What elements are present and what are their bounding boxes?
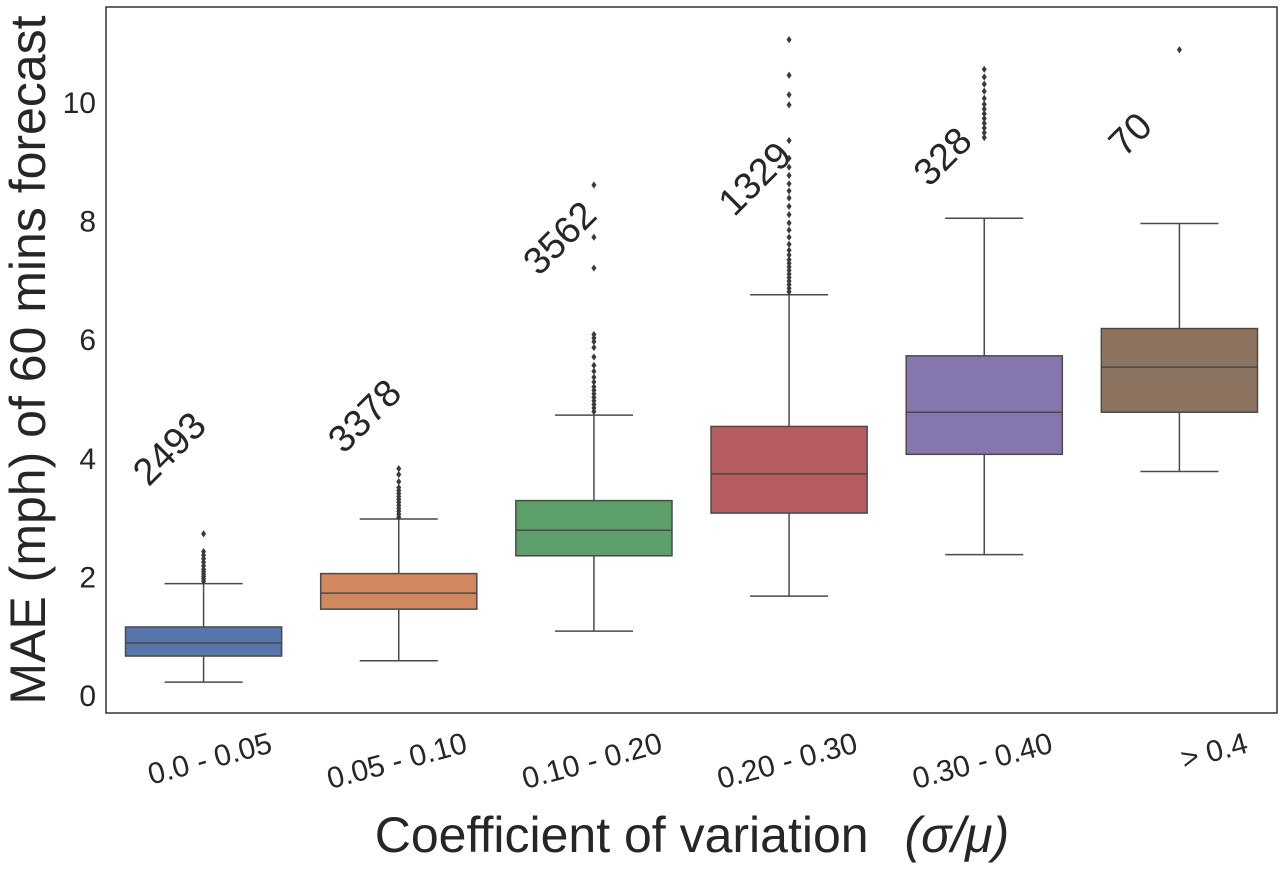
outlier-point — [786, 240, 792, 248]
outlier-point — [786, 251, 792, 259]
outlier-point — [786, 246, 792, 254]
outlier-point — [591, 330, 597, 339]
box-iqr — [515, 499, 673, 557]
outlier-point — [786, 219, 792, 227]
outlier-point — [786, 91, 792, 99]
y-tick-label: 0 — [79, 680, 96, 713]
x-axis-title-text: Coefficient of variation — [375, 807, 869, 863]
box-group-6 — [1100, 46, 1259, 473]
box-group-3 — [515, 181, 673, 632]
outlier-point — [591, 367, 597, 375]
outlier-point — [981, 119, 987, 127]
outlier-point — [591, 181, 597, 189]
outlier-point — [981, 73, 987, 81]
x-axis-title-math: (σ/μ) — [904, 807, 1009, 863]
outlier-point — [396, 464, 402, 473]
outlier-point — [591, 233, 597, 241]
box-iqr — [124, 626, 283, 657]
y-axis-title: MAE (mph) of 60 mins forecast — [0, 15, 56, 704]
x-tick-label: 0.05 - 0.10 — [323, 727, 470, 796]
x-tick-label: > 0.4 — [1177, 727, 1251, 776]
outlier-point — [786, 71, 792, 79]
box-iqr — [710, 425, 868, 514]
x-tick-label: 0.10 - 0.20 — [519, 727, 666, 796]
outlier-point — [981, 80, 987, 88]
outlier-point — [786, 202, 792, 210]
outlier-point — [591, 378, 597, 386]
outlier-point — [201, 548, 207, 556]
outlier-point — [981, 124, 987, 132]
outlier-point — [981, 65, 987, 73]
outlier-point — [786, 163, 792, 171]
outlier-point — [786, 154, 792, 162]
outlier-point — [786, 194, 792, 202]
outlier-point — [591, 373, 597, 381]
x-axis-title: Coefficient of variation (σ/μ) — [375, 807, 1009, 863]
outlier-point — [396, 470, 402, 479]
outlier-point — [786, 101, 792, 109]
box-iqr — [1100, 327, 1259, 413]
y-tick-label: 8 — [79, 206, 96, 239]
y-tick-label: 6 — [79, 324, 96, 357]
y-tick-label: 2 — [79, 562, 96, 595]
outlier-point — [1176, 46, 1182, 54]
box-iqr — [905, 355, 1064, 456]
box-group-4 — [710, 36, 868, 597]
outlier-point — [396, 483, 402, 492]
y-tick-label: 4 — [79, 443, 96, 476]
outlier-point — [786, 187, 792, 195]
outlier-point — [786, 36, 792, 44]
outlier-point — [786, 233, 792, 241]
outlier-point — [981, 94, 987, 102]
outlier-point — [591, 343, 597, 352]
x-tick-label: 0.20 - 0.30 — [714, 727, 861, 796]
outlier-point — [981, 110, 987, 118]
outlier-point — [786, 226, 792, 234]
box-group-5 — [905, 65, 1064, 556]
outlier-point — [981, 129, 987, 137]
outlier-point — [981, 133, 987, 142]
outlier-point — [396, 478, 402, 486]
outlier-point — [786, 211, 792, 219]
outlier-point — [786, 171, 792, 180]
outlier-point — [981, 114, 987, 123]
box-iqr — [319, 572, 478, 610]
plot-area — [105, 6, 1278, 714]
outlier-point — [591, 264, 597, 272]
x-tick-label: 0.30 - 0.40 — [909, 727, 1056, 796]
outlier-point — [981, 87, 987, 95]
box-group-2 — [319, 464, 478, 662]
x-tick-labels: 0.0 - 0.05 0.05 - 0.10 0.10 - 0.20 0.20 - 0… — [144, 727, 1251, 796]
outlier-point — [591, 361, 597, 369]
outlier-point — [981, 105, 987, 113]
x-tick-label: 0.0 - 0.05 — [144, 727, 275, 792]
outlier-point — [201, 530, 207, 538]
outlier-point — [786, 180, 792, 188]
outlier-point — [786, 256, 792, 264]
y-tick-labels: 0 2 4 6 8 10 — [63, 87, 96, 713]
outlier-point — [786, 136, 792, 145]
outlier-point — [981, 100, 987, 108]
box-group-1 — [124, 530, 283, 683]
y-tick-label: 10 — [63, 87, 96, 120]
boxes-layer — [124, 36, 1259, 683]
outlier-point — [591, 353, 597, 361]
outlier-point — [591, 383, 597, 391]
